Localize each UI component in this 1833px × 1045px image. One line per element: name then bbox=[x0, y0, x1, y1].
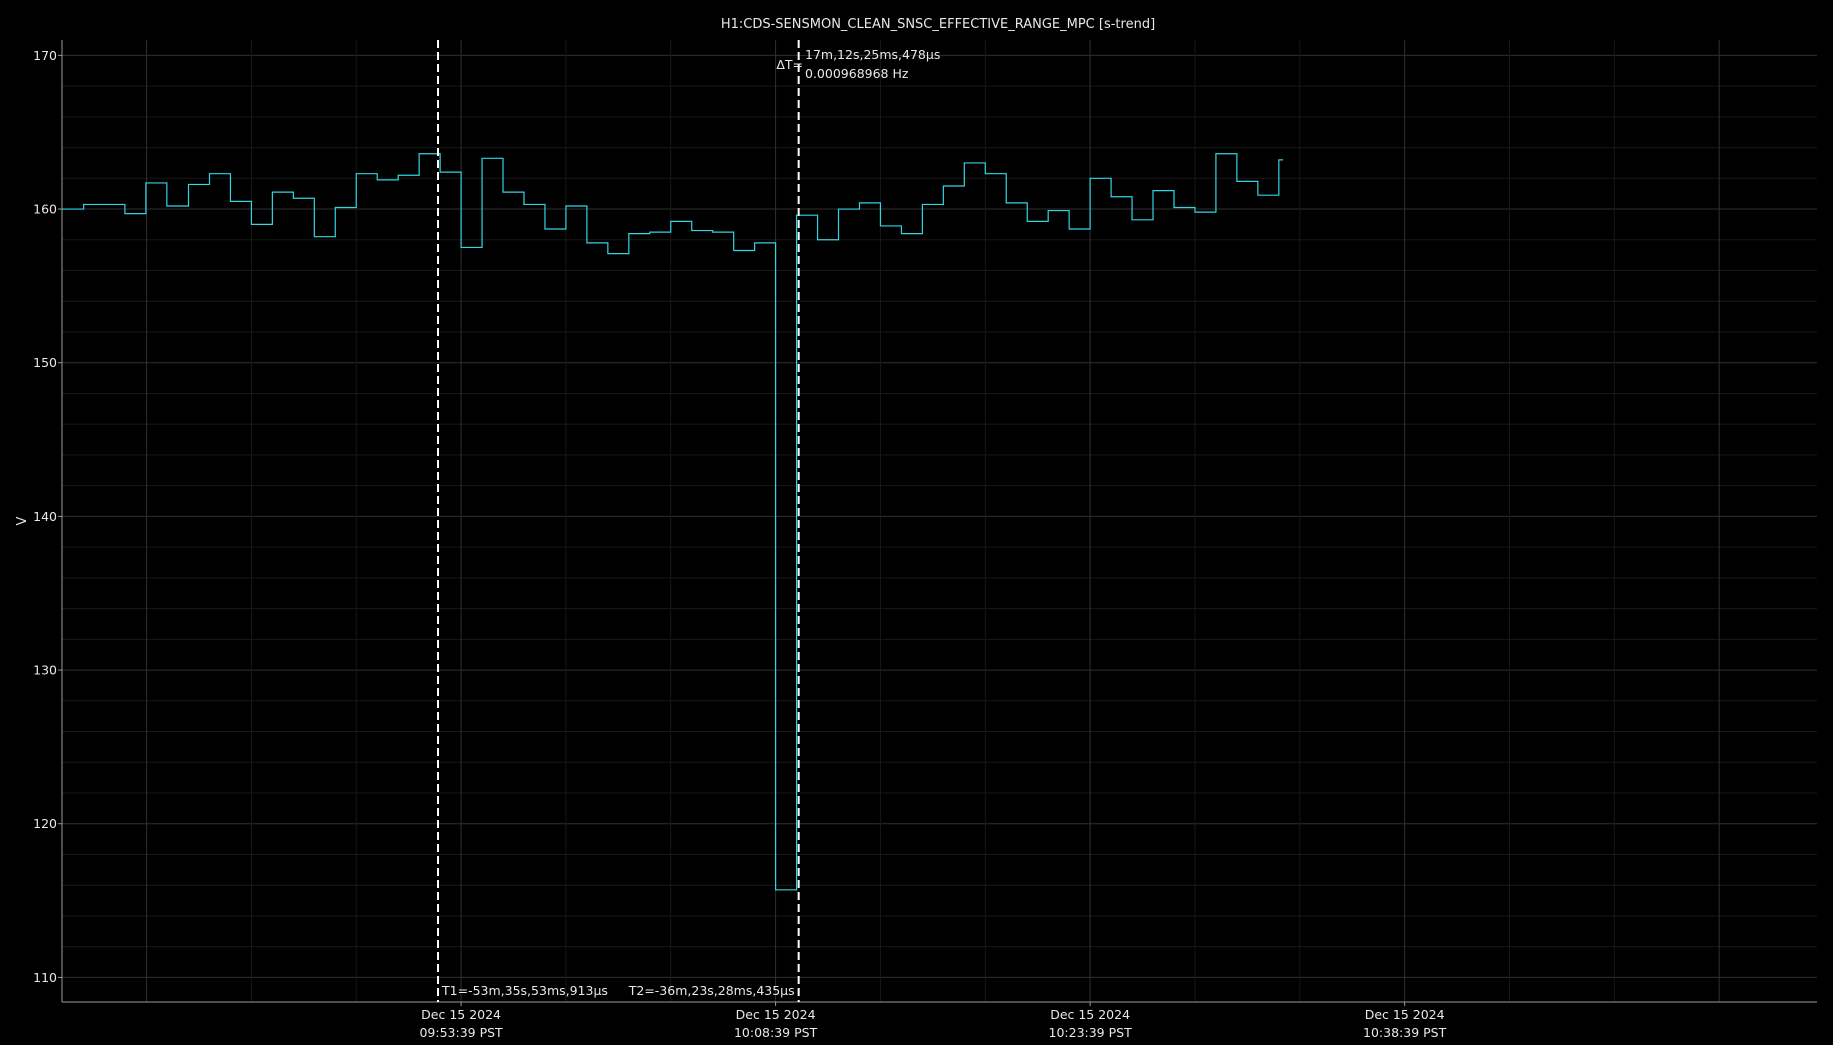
y-tick-label: 130 bbox=[33, 663, 57, 678]
delta-prefix: ΔT= bbox=[776, 57, 803, 72]
cursor-layer[interactable]: T1=-53m,35s,53ms,913µs T2=-36m,23s,28ms,4… bbox=[437, 40, 940, 1002]
y-tick-label: 160 bbox=[33, 202, 57, 217]
x-tick-label-time: 09:53:39 PST bbox=[419, 1025, 503, 1040]
y-tick-label: 170 bbox=[33, 48, 57, 63]
x-tick-label-time: 10:23:39 PST bbox=[1049, 1025, 1133, 1040]
delta-frequency: 0.000968968 Hz bbox=[805, 66, 909, 81]
x-tick-label-time: 10:08:39 PST bbox=[734, 1025, 818, 1040]
x-tick-labels: Dec 15 2024 09:53:39 PST Dec 15 2024 10:08:… bbox=[419, 1007, 1446, 1040]
x-tick-label-date: Dec 15 2024 bbox=[421, 1007, 501, 1022]
y-axis-label: V bbox=[15, 516, 30, 525]
cursor-t2-label: T2=-36m,23s,28ms,435µs bbox=[628, 983, 795, 998]
y-tick-label: 110 bbox=[33, 970, 57, 985]
x-tick-label-date: Dec 15 2024 bbox=[736, 1007, 816, 1022]
x-tick-label-date: Dec 15 2024 bbox=[1050, 1007, 1130, 1022]
x-tick-label-date: Dec 15 2024 bbox=[1365, 1007, 1445, 1022]
y-tick-labels: 110 120 130 140 150 160 170 bbox=[33, 48, 57, 985]
y-tick-label: 140 bbox=[33, 509, 57, 524]
y-tick-label: 150 bbox=[33, 355, 57, 370]
x-tick-label-time: 10:38:39 PST bbox=[1363, 1025, 1447, 1040]
chart-title: H1:CDS-SENSMON_CLEAN_SNSC_EFFECTIVE_RANG… bbox=[721, 17, 1155, 32]
series-line bbox=[62, 153, 1284, 891]
cursor-t1-label: T1=-53m,35s,53ms,913µs bbox=[441, 983, 608, 998]
y-tick-label: 120 bbox=[33, 816, 57, 831]
series-layer bbox=[62, 153, 1284, 891]
axes bbox=[58, 40, 1817, 1006]
delta-time: 17m,12s,25ms,478µs bbox=[805, 47, 940, 62]
